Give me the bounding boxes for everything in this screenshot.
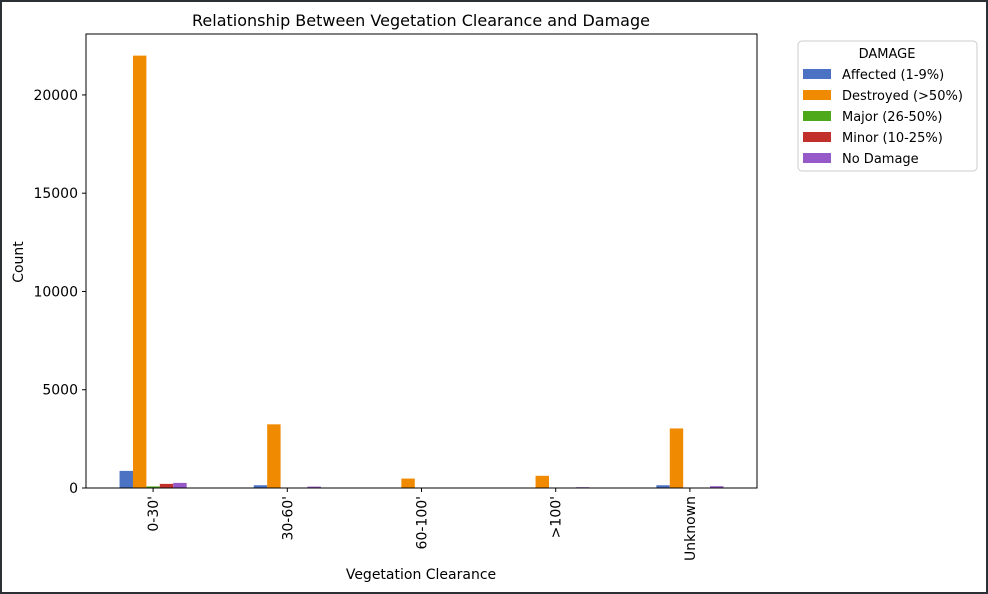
chart-title: Relationship Between Vegetation Clearanc…	[192, 11, 650, 30]
legend-entry-label: Major (26-50%)	[842, 110, 943, 125]
bar	[119, 470, 133, 488]
legend-swatch	[803, 69, 831, 79]
bar	[535, 475, 549, 488]
legend: DAMAGE Affected (1-9%) Destroyed (>50%) Ma…	[797, 40, 978, 172]
bar	[173, 482, 187, 488]
bar	[159, 483, 174, 488]
legend-swatch	[803, 111, 831, 121]
plot-area: 0 5000 10000 15000 20000 0-30' 30-60' 60-100' >1…	[33, 33, 758, 561]
bar	[267, 424, 281, 488]
legend-entry-label: Affected (1-9%)	[842, 68, 944, 83]
legend-entry-label: No Damage	[842, 152, 919, 167]
bar	[307, 486, 321, 488]
bar	[669, 428, 684, 488]
bar	[401, 478, 415, 488]
bar	[146, 486, 160, 488]
legend-entry-label: Minor (10-25%)	[842, 131, 943, 146]
bar	[253, 485, 268, 488]
y-axis-label: Count	[11, 241, 27, 283]
x-tick-label: 0-30'	[146, 496, 162, 532]
y-tick-label: 20000	[33, 88, 78, 104]
legend-box	[797, 40, 978, 172]
x-axis-label: Vegetation Clearance	[346, 567, 496, 583]
y-tick-label: 15000	[33, 186, 78, 202]
y-tick-label: 0	[69, 481, 78, 497]
legend-entry-label: Destroyed (>50%)	[842, 89, 963, 104]
bar	[132, 55, 147, 489]
axes-frame	[85, 33, 758, 489]
legend-swatch	[803, 90, 831, 100]
y-tick-label: 5000	[42, 383, 78, 399]
x-tick-label: >100'	[549, 496, 565, 538]
legend-title: DAMAGE	[859, 47, 916, 62]
x-tick-label: 30-60'	[280, 496, 296, 541]
legend-swatch	[803, 132, 831, 142]
bar	[710, 486, 724, 488]
bar	[656, 485, 670, 488]
legend-swatch	[803, 153, 831, 163]
x-tick-label: Unknown	[683, 496, 699, 561]
x-tick-label: 60-100'	[415, 496, 431, 549]
y-tick-label: 10000	[33, 284, 78, 300]
